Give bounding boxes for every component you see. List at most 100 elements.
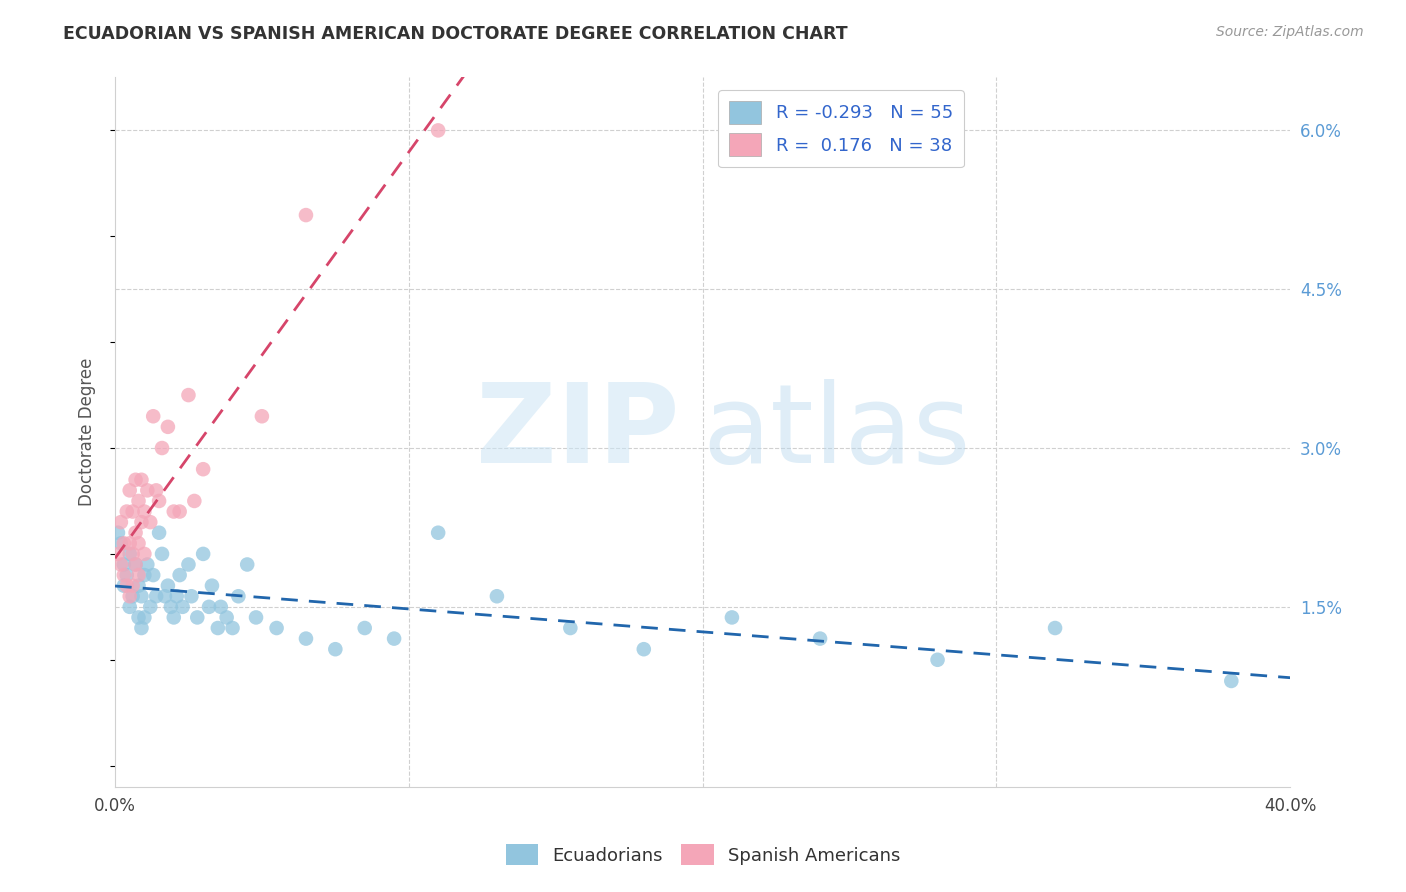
Point — [485, 589, 508, 603]
Y-axis label: Doctorate Degree: Doctorate Degree — [79, 358, 96, 507]
Point — [191, 462, 214, 476]
Point — [124, 558, 146, 572]
Point — [808, 632, 831, 646]
Point — [150, 441, 173, 455]
Point — [427, 525, 450, 540]
Point — [148, 525, 170, 540]
Point — [172, 599, 194, 614]
Point — [156, 579, 179, 593]
Point — [145, 589, 167, 603]
Point — [139, 515, 162, 529]
Point — [156, 420, 179, 434]
Point — [245, 610, 267, 624]
Point — [142, 409, 165, 424]
Point — [134, 568, 156, 582]
Point — [927, 653, 949, 667]
Point — [124, 525, 146, 540]
Point — [107, 547, 129, 561]
Point — [115, 568, 138, 582]
Legend: R = -0.293   N = 55, R =  0.176   N = 38: R = -0.293 N = 55, R = 0.176 N = 38 — [718, 90, 963, 167]
Point — [191, 547, 214, 561]
Point — [163, 610, 186, 624]
Point — [1043, 621, 1066, 635]
Point — [169, 504, 191, 518]
Point — [177, 388, 200, 402]
Point — [186, 610, 208, 624]
Point — [295, 208, 318, 222]
Point — [148, 494, 170, 508]
Point — [221, 621, 243, 635]
Point — [107, 525, 129, 540]
Point — [136, 558, 159, 572]
Point — [112, 568, 135, 582]
Point — [1220, 673, 1243, 688]
Point — [118, 599, 141, 614]
Point — [136, 483, 159, 498]
Text: atlas: atlas — [703, 378, 972, 485]
Point — [118, 536, 141, 550]
Point — [131, 473, 153, 487]
Point — [228, 589, 250, 603]
Point — [128, 568, 150, 582]
Point — [207, 621, 229, 635]
Point — [131, 515, 153, 529]
Point — [134, 547, 156, 561]
Point — [112, 536, 135, 550]
Point — [131, 589, 153, 603]
Point — [110, 536, 132, 550]
Point — [169, 568, 191, 582]
Point — [183, 494, 205, 508]
Point — [236, 558, 259, 572]
Point — [121, 589, 143, 603]
Text: Source: ZipAtlas.com: Source: ZipAtlas.com — [1216, 25, 1364, 39]
Point — [353, 621, 375, 635]
Point — [115, 579, 138, 593]
Point — [250, 409, 273, 424]
Point — [124, 558, 146, 572]
Point — [198, 599, 221, 614]
Text: ECUADORIAN VS SPANISH AMERICAN DOCTORATE DEGREE CORRELATION CHART: ECUADORIAN VS SPANISH AMERICAN DOCTORATE… — [63, 25, 848, 43]
Point — [633, 642, 655, 657]
Point — [560, 621, 582, 635]
Point — [201, 579, 224, 593]
Point — [145, 483, 167, 498]
Point — [110, 558, 132, 572]
Point — [150, 547, 173, 561]
Point — [215, 610, 238, 624]
Point — [118, 483, 141, 498]
Point — [382, 632, 405, 646]
Point — [427, 123, 450, 137]
Point — [177, 558, 200, 572]
Text: ZIP: ZIP — [475, 378, 679, 485]
Point — [128, 579, 150, 593]
Point — [134, 610, 156, 624]
Point — [325, 642, 347, 657]
Point — [124, 473, 146, 487]
Point — [266, 621, 288, 635]
Point — [115, 504, 138, 518]
Point — [163, 504, 186, 518]
Point — [112, 558, 135, 572]
Point — [139, 599, 162, 614]
Point — [153, 589, 176, 603]
Point — [118, 589, 141, 603]
Point — [166, 589, 188, 603]
Point — [128, 610, 150, 624]
Point — [121, 547, 143, 561]
Point — [209, 599, 232, 614]
Point — [112, 579, 135, 593]
Point — [110, 515, 132, 529]
Point — [134, 504, 156, 518]
Point — [121, 504, 143, 518]
Point — [131, 621, 153, 635]
Legend: Ecuadorians, Spanish Americans: Ecuadorians, Spanish Americans — [498, 837, 908, 872]
Point — [128, 494, 150, 508]
Point — [180, 589, 202, 603]
Point — [295, 632, 318, 646]
Point — [128, 536, 150, 550]
Point — [118, 547, 141, 561]
Point — [121, 579, 143, 593]
Point — [160, 599, 183, 614]
Point — [142, 568, 165, 582]
Point — [721, 610, 744, 624]
